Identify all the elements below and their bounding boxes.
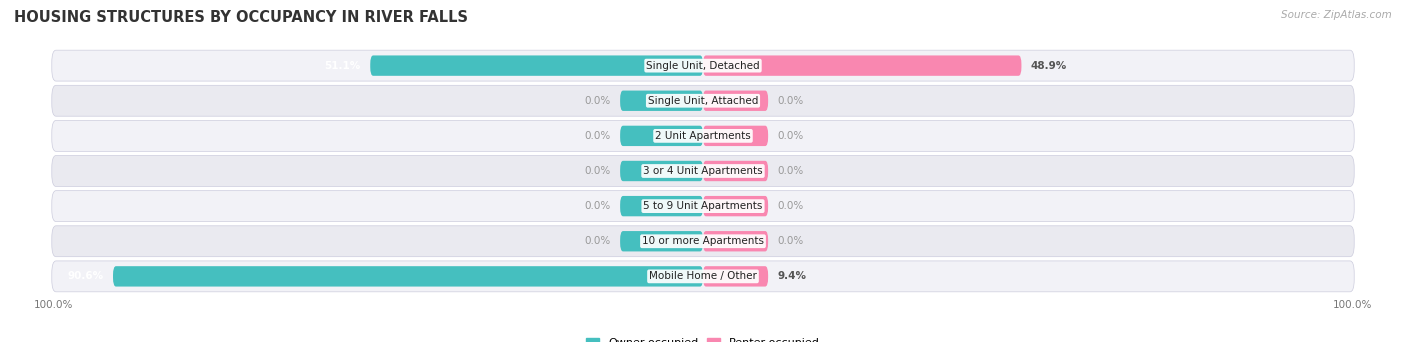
FancyBboxPatch shape bbox=[370, 55, 703, 76]
FancyBboxPatch shape bbox=[52, 85, 1354, 116]
Text: 0.0%: 0.0% bbox=[585, 131, 610, 141]
FancyBboxPatch shape bbox=[620, 231, 703, 251]
Text: Single Unit, Detached: Single Unit, Detached bbox=[647, 61, 759, 71]
Text: 100.0%: 100.0% bbox=[34, 300, 73, 310]
Text: Source: ZipAtlas.com: Source: ZipAtlas.com bbox=[1281, 10, 1392, 20]
Text: 0.0%: 0.0% bbox=[778, 166, 804, 176]
FancyBboxPatch shape bbox=[703, 126, 768, 146]
FancyBboxPatch shape bbox=[703, 91, 768, 111]
Text: Mobile Home / Other: Mobile Home / Other bbox=[650, 271, 756, 281]
FancyBboxPatch shape bbox=[52, 156, 1354, 186]
Text: 3 or 4 Unit Apartments: 3 or 4 Unit Apartments bbox=[643, 166, 763, 176]
FancyBboxPatch shape bbox=[52, 261, 1354, 292]
Text: 48.9%: 48.9% bbox=[1031, 61, 1067, 71]
Text: 2 Unit Apartments: 2 Unit Apartments bbox=[655, 131, 751, 141]
Text: 0.0%: 0.0% bbox=[778, 131, 804, 141]
FancyBboxPatch shape bbox=[620, 91, 703, 111]
Text: 10 or more Apartments: 10 or more Apartments bbox=[643, 236, 763, 246]
Text: 0.0%: 0.0% bbox=[585, 96, 610, 106]
FancyBboxPatch shape bbox=[703, 161, 768, 181]
Text: 0.0%: 0.0% bbox=[778, 236, 804, 246]
FancyBboxPatch shape bbox=[52, 120, 1354, 151]
Text: Single Unit, Attached: Single Unit, Attached bbox=[648, 96, 758, 106]
FancyBboxPatch shape bbox=[703, 266, 768, 287]
FancyBboxPatch shape bbox=[52, 226, 1354, 257]
Text: 9.4%: 9.4% bbox=[778, 271, 807, 281]
FancyBboxPatch shape bbox=[52, 50, 1354, 81]
FancyBboxPatch shape bbox=[52, 191, 1354, 222]
Legend: Owner-occupied, Renter-occupied: Owner-occupied, Renter-occupied bbox=[581, 333, 825, 342]
FancyBboxPatch shape bbox=[620, 161, 703, 181]
FancyBboxPatch shape bbox=[703, 55, 1021, 76]
Text: 0.0%: 0.0% bbox=[778, 201, 804, 211]
Text: HOUSING STRUCTURES BY OCCUPANCY IN RIVER FALLS: HOUSING STRUCTURES BY OCCUPANCY IN RIVER… bbox=[14, 10, 468, 25]
Text: 100.0%: 100.0% bbox=[1333, 300, 1372, 310]
Text: 5 to 9 Unit Apartments: 5 to 9 Unit Apartments bbox=[644, 201, 762, 211]
FancyBboxPatch shape bbox=[703, 231, 768, 251]
Text: 90.6%: 90.6% bbox=[67, 271, 104, 281]
FancyBboxPatch shape bbox=[112, 266, 703, 287]
Text: 0.0%: 0.0% bbox=[585, 166, 610, 176]
Text: 51.1%: 51.1% bbox=[325, 61, 361, 71]
FancyBboxPatch shape bbox=[620, 126, 703, 146]
Text: 0.0%: 0.0% bbox=[778, 96, 804, 106]
FancyBboxPatch shape bbox=[620, 196, 703, 216]
Text: 0.0%: 0.0% bbox=[585, 236, 610, 246]
Text: 0.0%: 0.0% bbox=[585, 201, 610, 211]
FancyBboxPatch shape bbox=[703, 196, 768, 216]
